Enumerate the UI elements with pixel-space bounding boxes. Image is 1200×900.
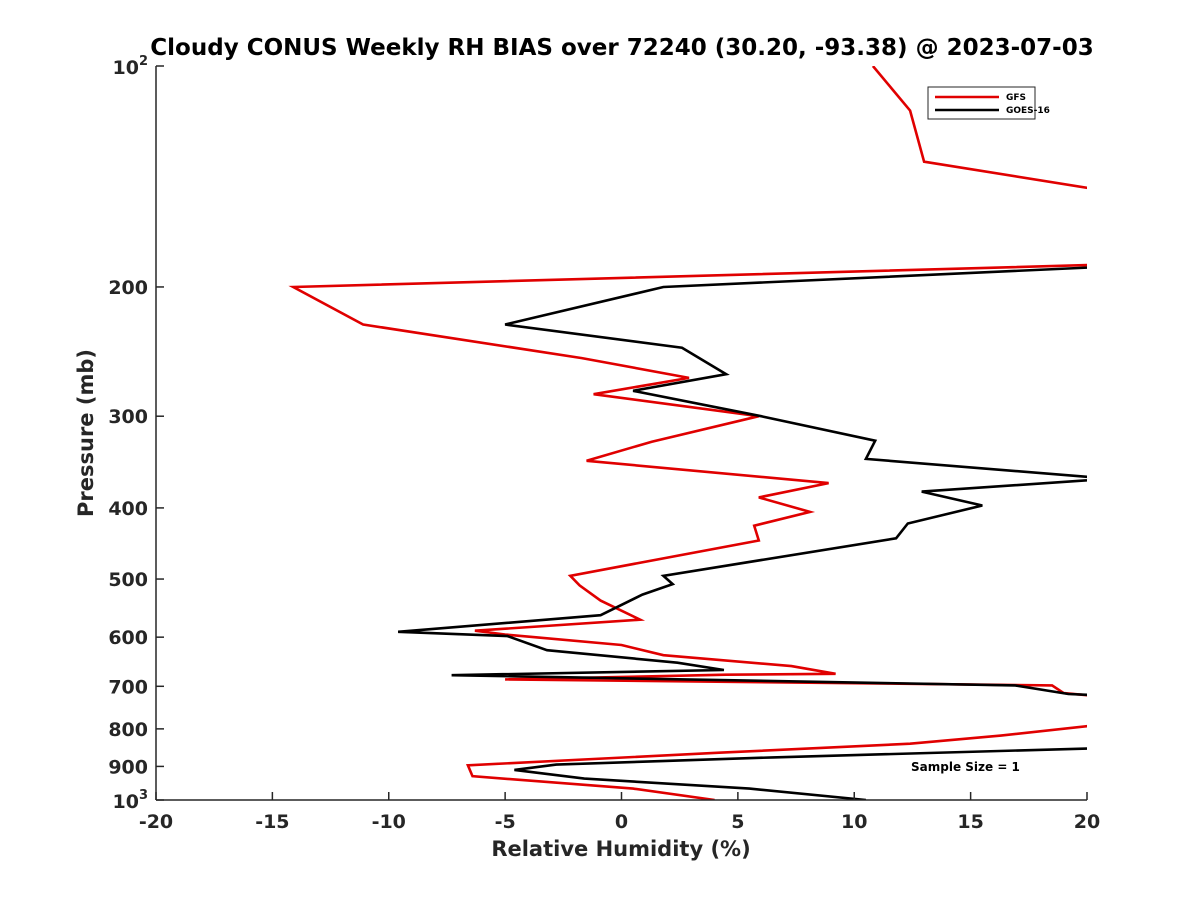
y-axis-ticks: 200 300 400 500 600 700 800 900 xyxy=(108,65,164,801)
ytick-label: 300 xyxy=(108,406,148,428)
y-axis-label: Pressure (mb) xyxy=(74,349,98,517)
xtick-label: 5 xyxy=(731,811,744,833)
xtick-label: 0 xyxy=(615,811,628,833)
legend: GFS GOES-16 xyxy=(927,86,1050,120)
ytick-label-bottom: 103 xyxy=(113,788,149,813)
legend-label-goes16: GOES-16 xyxy=(1006,106,1050,116)
ytick-label: 400 xyxy=(108,498,148,520)
xtick-label: -15 xyxy=(255,811,289,833)
series-line-goes16 xyxy=(397,266,1087,800)
series-layer xyxy=(288,66,1087,800)
xtick-label: 10 xyxy=(841,811,867,833)
chart-title: Cloudy CONUS Weekly RH BIAS over 72240 (… xyxy=(150,35,1093,61)
series-line-gfs xyxy=(288,66,1087,800)
xtick-label: -10 xyxy=(372,811,406,833)
legend-label-gfs: GFS xyxy=(1006,93,1026,103)
ytick-label: 500 xyxy=(108,569,148,591)
xtick-label: -5 xyxy=(495,811,516,833)
xtick-label: -20 xyxy=(139,811,173,833)
ytick-label: 700 xyxy=(108,676,148,698)
ytick-label-top: 102 xyxy=(113,54,149,79)
ytick-label: 900 xyxy=(108,756,148,778)
ytick-label: 800 xyxy=(108,719,148,741)
ytick-label: 600 xyxy=(108,627,148,649)
sample-size-annotation: Sample Size = 1 xyxy=(911,760,1020,774)
x-axis-ticks: -20 -15 -10 -5 0 5 10 15 20 xyxy=(139,792,1100,833)
xtick-label: 15 xyxy=(957,811,983,833)
x-axis-label: Relative Humidity (%) xyxy=(491,837,750,861)
legend-box xyxy=(927,86,1036,120)
xtick-label: 20 xyxy=(1074,811,1100,833)
ytick-label: 200 xyxy=(108,277,148,299)
